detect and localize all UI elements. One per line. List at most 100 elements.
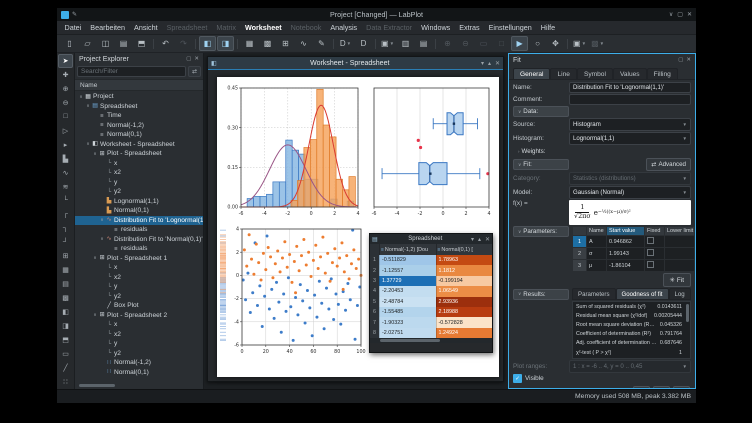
- print-button[interactable]: ▤: [119, 39, 128, 48]
- table-cell[interactable]: -0.511829: [379, 255, 436, 266]
- tool-add-matrix[interactable]: ▩: [62, 295, 69, 303]
- tool-add-fit[interactable]: ∿: [62, 169, 69, 177]
- tree-item-y[interactable]: └ y: [75, 282, 203, 292]
- column-header-upper-limit[interactable]: Upper limit: [694, 226, 695, 236]
- table-cell[interactable]: -0.572828: [435, 317, 492, 328]
- print-preview-button[interactable]: ⬒: [137, 39, 146, 48]
- histogram-plot-svg[interactable]: -6 -4 -2 0 2 4 0.00 0.15 0.30 0.45: [219, 83, 363, 221]
- table-cell[interactable]: 1.1812: [435, 265, 492, 276]
- tree-item-normal-1-2[interactable]: ≡ Normal(-1,2): [75, 121, 203, 131]
- menu-datei[interactable]: Datei: [64, 23, 82, 32]
- tree-item-box-plot[interactable]: ╱ Box Plot: [75, 301, 203, 311]
- tree-item-normal-0-1[interactable]: ≡ Normal(0,1): [75, 130, 203, 140]
- tree-item-y[interactable]: └ y: [75, 178, 203, 188]
- scrollbar-thumb[interactable]: [686, 304, 689, 322]
- column-header-name[interactable]: Name: [586, 226, 607, 236]
- close-icon[interactable]: ✕: [686, 57, 691, 63]
- tool-zoom-out[interactable]: ⊖: [62, 99, 69, 107]
- export-button[interactable]: D: [360, 39, 367, 48]
- tool-add-histogram[interactable]: ▙: [62, 155, 69, 163]
- minimize-button[interactable]: ▾: [480, 60, 484, 67]
- tool-add-legend[interactable]: ▤: [62, 281, 69, 289]
- navigation-mode-button[interactable]: ✥: [552, 39, 559, 48]
- comment-field[interactable]: [569, 94, 691, 105]
- close-button[interactable]: ✕: [686, 12, 692, 18]
- open-project-button[interactable]: ▱: [84, 39, 91, 48]
- float-icon[interactable]: ▢: [678, 57, 684, 63]
- histogram-fit-plot[interactable]: -6 -4 -2 0 2 4 0.00 0.15 0.30 0.45: [219, 83, 363, 221]
- close-button[interactable]: ✕: [494, 60, 500, 67]
- upper-limit-cell[interactable]: [694, 247, 695, 260]
- tab-line[interactable]: Line: [550, 68, 577, 79]
- tree-item-normal-0-1[interactable]: ∷ Normal(0,1): [75, 368, 203, 378]
- menu-extras[interactable]: Extras: [459, 23, 480, 32]
- tool-add-smooth[interactable]: ≋: [62, 183, 69, 191]
- maximize-button[interactable]: ▢: [677, 12, 683, 18]
- select-mode-button[interactable]: ▶: [511, 36, 529, 51]
- table-cell[interactable]: 1.24924: [435, 327, 492, 339]
- tool-add-curve[interactable]: ▸: [63, 141, 68, 149]
- table-cell[interactable]: -1.55485: [379, 306, 436, 318]
- expander-icon[interactable]: ∨: [93, 150, 97, 156]
- table-cell[interactable]: -2.48784: [379, 296, 436, 307]
- expander-icon[interactable]: ∨: [93, 312, 97, 318]
- table-cell[interactable]: -0.199194: [435, 275, 492, 287]
- expander-icon[interactable]: ∨: [100, 217, 104, 223]
- table-cell[interactable]: -1.12557: [379, 265, 436, 276]
- lower-limit-cell[interactable]: [664, 259, 695, 272]
- tree-item-x[interactable]: └ x: [75, 159, 203, 169]
- results-tab-goodness-of-fit[interactable]: Goodness of fit: [615, 288, 669, 300]
- tool-box-plot[interactable]: ╱: [63, 364, 68, 372]
- tree-item-x2[interactable]: └ x2: [75, 168, 203, 178]
- tool-add-grid[interactable]: ▦: [62, 267, 69, 275]
- tree-item-x2[interactable]: └ x2: [75, 273, 203, 283]
- data-section-toggle[interactable]: ∨ Data:: [513, 106, 569, 117]
- tree-item-residuals[interactable]: ≡ residuals: [75, 244, 203, 254]
- restore-button[interactable]: ▴: [487, 60, 491, 67]
- tree-item-normal-1-2[interactable]: ∷ Normal(-1,2): [75, 358, 203, 368]
- visible-checkbox[interactable]: [513, 374, 522, 383]
- minimize-button[interactable]: ∨: [668, 12, 674, 18]
- column-header-normal-0-1[interactable]: ≡ Normal(0,1) [: [435, 244, 492, 255]
- vertical-layout-button[interactable]: ▥: [401, 39, 410, 48]
- tool-split-top[interactable]: ⬒: [62, 337, 69, 345]
- param-name-cell[interactable]: σ: [586, 247, 607, 260]
- tool-play[interactable]: ▷: [62, 127, 69, 135]
- new-worksheet-button[interactable]: ⊞: [282, 39, 289, 48]
- tree-item-time[interactable]: ≡ Time: [75, 111, 203, 121]
- expander-icon[interactable]: ∨: [100, 236, 104, 242]
- expander-icon[interactable]: ∨: [86, 141, 90, 147]
- menu-analysis[interactable]: Analysis: [330, 23, 358, 32]
- model-select[interactable]: Gaussian (Normal) ▼: [569, 186, 691, 199]
- menu-windows[interactable]: Windows: [421, 23, 451, 32]
- expander-icon[interactable]: ∨: [93, 255, 97, 261]
- tool-text-label[interactable]: ▭: [62, 350, 69, 358]
- table-cell[interactable]: -2.20453: [379, 286, 436, 297]
- toggle-project-explorer-button[interactable]: ◧: [199, 36, 216, 51]
- add-plot-dropdown[interactable]: ▣ ▼: [381, 39, 395, 48]
- view-dropdown[interactable]: ▣ ▼: [573, 39, 587, 48]
- expander-icon[interactable]: ∨: [86, 103, 90, 109]
- tool-zoom-select[interactable]: □: [63, 113, 68, 121]
- minimize-button[interactable]: ▾: [470, 236, 474, 243]
- scatter-plot[interactable]: 0 20 40 60 80 100 4 2 0 -2 -4 -6: [217, 225, 367, 359]
- results-tab-log[interactable]: Log: [668, 288, 691, 300]
- start-value-cell[interactable]: 0.946862: [606, 235, 645, 248]
- worksheet-titlebar[interactable]: ◧ Worksheet - Spreadsheet ▾ ▴ ✕: [208, 57, 503, 70]
- tool-zoom-in[interactable]: ⊕: [62, 85, 69, 93]
- close-icon[interactable]: ✕: [194, 56, 199, 62]
- table-cell[interactable]: 2.18988: [435, 306, 492, 318]
- upper-limit-cell[interactable]: [694, 259, 695, 272]
- new-notebook-button[interactable]: ∿: [300, 39, 307, 48]
- titlebar[interactable]: ✎ Project [Changed] — LabPlot ∨ ▢ ✕: [57, 8, 696, 21]
- tool-add-plot[interactable]: ⊞: [62, 253, 69, 261]
- tool-select[interactable]: ➤: [58, 54, 73, 68]
- new-datapicker-button[interactable]: ✎: [318, 39, 325, 48]
- fixed-checkbox[interactable]: [647, 249, 654, 256]
- restore-button[interactable]: ▴: [477, 236, 481, 243]
- spreadsheet-titlebar[interactable]: ▤ Spreadsheet ▾ ▴ ✕: [370, 234, 492, 244]
- histogram-select[interactable]: Lognormal(1,1) ▼: [569, 132, 691, 145]
- save-project-button[interactable]: ◫: [101, 39, 110, 48]
- column-header-fixed[interactable]: Fixed: [644, 226, 665, 236]
- param-name-cell[interactable]: μ: [586, 259, 607, 272]
